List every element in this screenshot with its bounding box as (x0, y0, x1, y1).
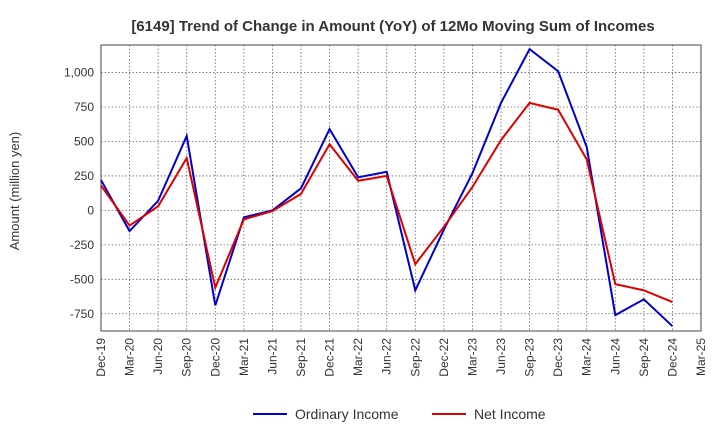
x-tick-label: Sep-20 (180, 338, 194, 377)
x-tick-label: Jun-22 (380, 338, 394, 375)
y-tick-label: 500 (74, 134, 94, 148)
x-tick-label: Sep-24 (637, 338, 651, 377)
legend-label-ordinary-income: Ordinary Income (295, 406, 399, 422)
x-tick-label: Sep-23 (523, 338, 537, 377)
y-tick-label: -250 (70, 238, 94, 252)
y-axis-label: Amount (million yen) (7, 132, 22, 251)
x-tick-label: Sep-21 (294, 338, 308, 377)
x-tick-label: Mar-22 (351, 338, 365, 376)
series-group (100, 47, 674, 327)
x-tick-label: Dec-20 (208, 338, 222, 377)
x-tick-label: Dec-23 (551, 338, 565, 377)
x-tick-label: Sep-22 (408, 338, 422, 377)
x-tick-label: Dec-19 (94, 338, 108, 377)
x-tick-label: Jun-23 (494, 338, 508, 375)
x-tick-label: Dec-24 (665, 338, 679, 377)
series-line-net-income (100, 101, 673, 303)
legend: Ordinary Income Net Income (253, 406, 546, 422)
x-tick-label: Mar-25 (694, 338, 708, 376)
x-tick-label: Jun-21 (265, 338, 279, 375)
x-tick-label: Mar-23 (465, 338, 479, 376)
x-tick-label: Dec-21 (323, 338, 337, 377)
x-tick-label: Mar-24 (580, 338, 594, 376)
y-tick-label: 250 (74, 169, 94, 183)
x-tick-label: Mar-20 (123, 338, 137, 376)
y-axis-ticks: -750 -500 -250 0 250 500 750 1,000 (64, 66, 94, 321)
series-line-ordinary-income (100, 47, 674, 327)
y-tick-label: 1,000 (64, 66, 94, 80)
x-tick-label: Jun-24 (608, 338, 622, 375)
x-tick-label: Mar-21 (237, 338, 251, 376)
y-tick-label: 0 (87, 203, 94, 217)
plot-area (100, 44, 702, 332)
y-tick-label: -750 (70, 307, 94, 321)
y-tick-label: -500 (70, 272, 94, 286)
chart-title: [6149] Trend of Change in Amount (YoY) o… (131, 18, 654, 35)
legend-label-net-income: Net Income (474, 406, 546, 422)
x-tick-label: Jun-20 (151, 338, 165, 375)
y-tick-label: 750 (74, 100, 94, 114)
x-tick-label: Dec-22 (437, 338, 451, 377)
x-axis-ticks: Dec-19 Mar-20 Jun-20 Sep-20 Dec-20 Mar-21 Jun-… (94, 338, 708, 377)
